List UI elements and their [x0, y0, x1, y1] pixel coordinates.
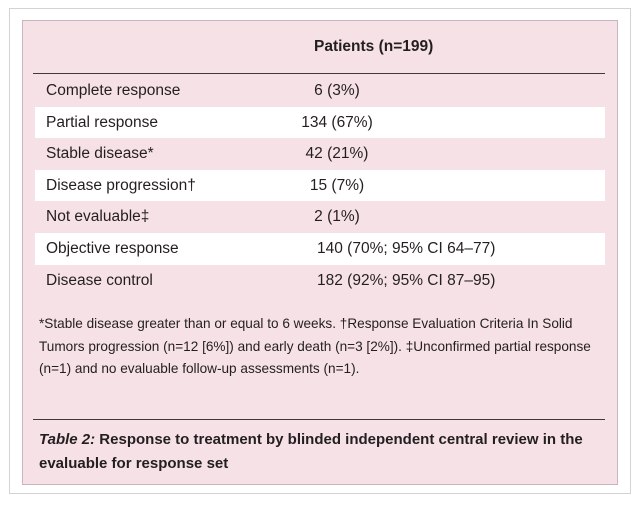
table-header: Patients (n=199)	[23, 38, 617, 64]
table-row-objective-response: Objective response 140 (70%; 95% CI 64–7…	[35, 232, 605, 265]
row-value: 134 (67%)	[301, 113, 373, 131]
row-value: 182 (92%; 95% CI 87–95)	[317, 271, 496, 289]
row-label: Disease progression†	[46, 176, 196, 194]
column-header-patients: Patients (n=199)	[314, 38, 434, 55]
row-label: Disease control	[46, 271, 153, 289]
row-label: Partial response	[46, 113, 159, 131]
table-caption: Table 2: Response to treatment by blinde…	[39, 428, 605, 476]
table-row-complete-response: Complete response 6 (3%)	[35, 75, 605, 107]
row-label: Complete response	[46, 82, 181, 99]
table-row-not-evaluable: Not evaluable‡ 2 (1%)	[35, 201, 605, 233]
row-value: 6 (3%)	[314, 82, 360, 99]
row-label: Not evaluable‡	[46, 208, 150, 226]
row-value: 15 (7%)	[309, 176, 365, 194]
table-row-stable-disease: Stable disease* 42 (21%)	[35, 138, 605, 170]
table-panel: Patients (n=199) Complete response 6 (3%…	[22, 20, 618, 485]
table-row-partial-response: Partial response 134 (67%)	[35, 106, 605, 139]
row-value: 2 (1%)	[314, 208, 360, 226]
caption-divider	[33, 419, 605, 420]
caption-text: Response to treatment by blinded indepen…	[39, 431, 583, 472]
row-label: Objective response	[46, 239, 179, 257]
table-row-disease-progression: Disease progression† 15 (7%)	[35, 169, 605, 202]
table-body: Complete response 6 (3%) Partial respons…	[35, 75, 605, 296]
caption-label: Table 2:	[39, 431, 96, 448]
row-label: Stable disease*	[46, 145, 154, 163]
table-row-disease-control: Disease control 182 (92%; 95% CI 87–95)	[35, 265, 605, 297]
row-value: 42 (21%)	[305, 145, 369, 163]
table-footnote: *Stable disease greater than or equal to…	[39, 316, 591, 376]
row-value: 140 (70%; 95% CI 64–77)	[317, 239, 496, 257]
header-divider	[33, 73, 605, 74]
